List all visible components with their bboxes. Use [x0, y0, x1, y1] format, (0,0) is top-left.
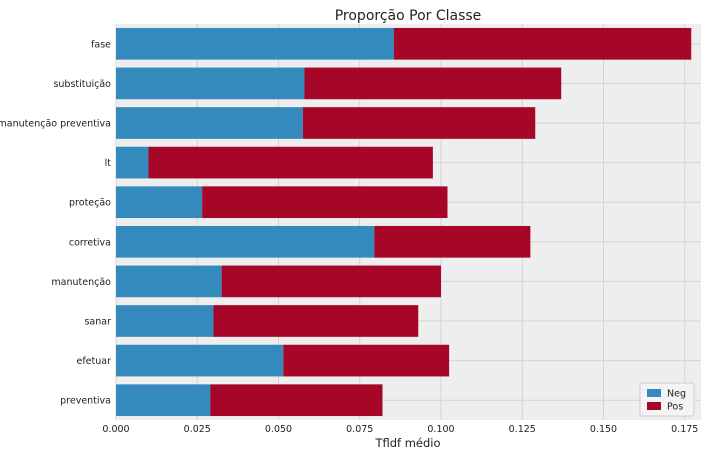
legend-label-neg: Neg [667, 389, 686, 400]
category-label: substituição [53, 79, 111, 90]
x-tick-label: 0.100 [427, 424, 454, 435]
bar-pos-3 [148, 146, 433, 179]
category-label: proteção [69, 198, 111, 209]
bar-neg-2 [116, 107, 303, 139]
category-label: lt [105, 158, 112, 169]
category-label: preventiva [60, 396, 111, 407]
legend-label-pos: Pos [667, 402, 683, 413]
bar-neg-8 [116, 344, 284, 377]
x-tick-label: 0.125 [509, 424, 536, 435]
x-tick-label: 0.075 [346, 424, 373, 435]
bars [116, 27, 692, 417]
x-tick-label: 0.050 [265, 424, 292, 435]
bar-neg-3 [116, 146, 149, 179]
category-label: manutenção preventiva [0, 119, 111, 130]
category-label: corretiva [69, 237, 111, 248]
bar-pos-0 [393, 27, 692, 60]
chart-title: Proporção Por Classe [335, 8, 482, 24]
bar-neg-5 [116, 225, 375, 258]
x-tick-label: 0.000 [102, 424, 129, 435]
bar-neg-9 [116, 384, 211, 417]
category-label: fase [91, 39, 111, 50]
x-tick-label: 0.025 [184, 424, 211, 435]
bar-pos-2 [302, 107, 536, 139]
legend: Neg Pos [639, 382, 695, 417]
bar-pos-6 [221, 265, 441, 298]
category-label: manutenção [51, 277, 111, 288]
bar-pos-4 [202, 186, 448, 219]
legend-swatch-neg [647, 389, 661, 397]
bar-pos-7 [213, 305, 419, 337]
x-tick-labels: 0.000 0.025 0.050 0.075 0.100 0.125 0.150 0.175 [102, 424, 698, 435]
x-tick-label: 0.150 [590, 424, 617, 435]
bar-pos-9 [210, 384, 383, 417]
x-tick-label: 0.175 [671, 424, 698, 435]
x-axis-label: Tfldf médio [374, 436, 440, 450]
bar-neg-0 [116, 27, 394, 60]
category-labels: fase substituição manutenção preventiva lt p… [0, 39, 111, 406]
legend-swatch-pos [647, 402, 661, 410]
category-label: efetuar [76, 356, 111, 367]
bar-pos-1 [304, 67, 562, 100]
category-label: sanar [84, 317, 111, 328]
bar-pos-8 [283, 344, 450, 377]
bar-pos-5 [374, 225, 531, 258]
bar-neg-4 [116, 186, 203, 219]
bar-neg-1 [116, 67, 305, 100]
bar-neg-6 [116, 265, 222, 298]
bar-neg-7 [116, 305, 214, 337]
